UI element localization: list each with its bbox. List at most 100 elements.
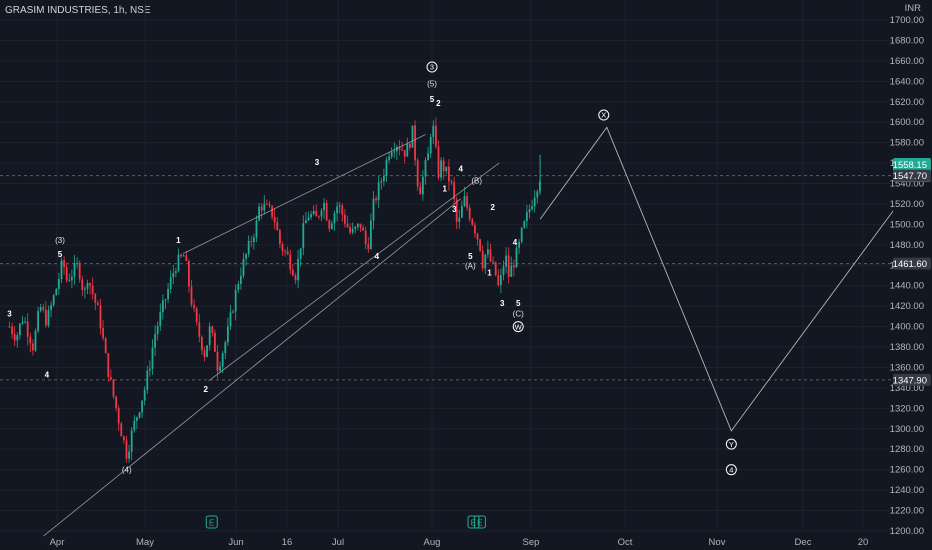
candle-body	[154, 334, 156, 348]
candle-body	[26, 321, 29, 337]
y-tick-label: 1640.00	[890, 76, 924, 87]
candle-body	[447, 166, 450, 182]
candle-body	[338, 205, 341, 207]
y-tick-label: 1420.00	[890, 301, 924, 312]
candle-body	[310, 214, 312, 218]
price-level-tag	[893, 169, 931, 182]
wave-label: (5)	[427, 79, 437, 88]
candle-body	[395, 146, 398, 152]
wave-label: 5	[516, 299, 521, 308]
candle-body	[325, 203, 328, 221]
candle-body	[336, 206, 338, 214]
candle-body	[471, 219, 474, 225]
candle-body	[364, 230, 367, 245]
candle-body	[255, 220, 258, 238]
y-tick-label: 1260.00	[890, 465, 924, 476]
candle-body	[242, 259, 245, 276]
candle-body	[502, 266, 505, 276]
candle-body	[177, 254, 180, 272]
candle-body	[211, 326, 214, 333]
circled-wave-label: X	[601, 111, 606, 120]
wave-label: 4	[459, 164, 464, 173]
candle-body	[494, 262, 497, 276]
earnings-marker	[205, 515, 218, 529]
candle-body	[398, 146, 401, 150]
candle-body	[281, 243, 284, 252]
candle-body	[312, 210, 315, 215]
candle-body	[68, 280, 71, 282]
channel-line	[208, 162, 500, 382]
x-tick-label: Jul	[332, 537, 344, 548]
candle-body	[531, 206, 533, 210]
y-tick-label: 1600.00	[890, 117, 924, 128]
candle-body	[141, 400, 143, 413]
price-level-value: 1461.60	[893, 259, 927, 270]
y-tick-label: 1620.00	[890, 97, 924, 108]
candle-body	[109, 377, 112, 380]
candle-body	[42, 306, 45, 310]
candle-body	[416, 160, 419, 187]
earnings-marker	[467, 515, 480, 529]
candle-body	[302, 223, 305, 249]
circled-wave-label: W	[515, 322, 523, 331]
wave-label: (A)	[465, 261, 476, 270]
candle-body	[510, 265, 513, 277]
candle-body	[512, 265, 515, 268]
y-tick-label: 1580.00	[890, 138, 924, 149]
candle-body	[112, 379, 115, 397]
wave-label: 2	[490, 203, 495, 212]
candle-body	[359, 223, 362, 228]
y-tick-label: 1380.00	[890, 342, 924, 353]
candle-body	[328, 220, 331, 229]
candle-body	[237, 284, 240, 291]
y-tick-label: 1360.00	[890, 362, 924, 373]
candle-body	[429, 136, 432, 154]
candle-body	[523, 221, 526, 228]
x-tick-label: May	[136, 537, 154, 548]
channel-line	[184, 134, 426, 254]
x-tick-label: Dec	[795, 537, 812, 548]
dashed-levels	[0, 175, 893, 381]
y-tick-label: 1520.00	[890, 199, 924, 210]
candle-body	[507, 255, 510, 277]
candle-body	[39, 306, 42, 311]
candle-body	[31, 343, 34, 351]
candle-body	[362, 227, 364, 231]
y-tick-label: 1400.00	[890, 322, 924, 333]
candle-body	[299, 248, 302, 259]
y-tick-label: 1240.00	[890, 485, 924, 496]
candle-body	[182, 255, 185, 257]
wave-label: 5	[58, 250, 63, 259]
price-axis-bg	[893, 0, 932, 550]
candle-body	[180, 254, 182, 257]
time-axis: Apr May Jun 16 Jul Aug Sep Oct Nov Dec 20	[50, 537, 869, 548]
candle-body	[315, 210, 318, 217]
wave-label: 4	[513, 238, 518, 247]
candle-body	[195, 308, 198, 323]
candle-body	[156, 325, 159, 335]
candle-body	[377, 182, 380, 201]
candle-body	[50, 305, 52, 311]
candle-body	[169, 277, 172, 289]
candle-body	[525, 212, 528, 222]
candle-body	[115, 396, 117, 409]
candle-body	[120, 423, 123, 437]
wave-label: 5	[430, 95, 435, 104]
candle-body	[499, 275, 502, 286]
candle-body	[63, 260, 65, 268]
candle-body	[239, 275, 242, 285]
circled-wave-marker	[512, 321, 524, 333]
candle-body	[133, 420, 136, 431]
candle-body	[497, 275, 500, 286]
candle-body	[518, 241, 520, 248]
wave-label: 1	[443, 185, 448, 194]
projection-line	[539, 126, 910, 432]
candle-body	[388, 156, 390, 160]
candle-body	[406, 143, 409, 157]
candle-body	[369, 220, 372, 249]
x-tick-label: Sep	[523, 537, 540, 548]
candle-body	[57, 279, 60, 289]
